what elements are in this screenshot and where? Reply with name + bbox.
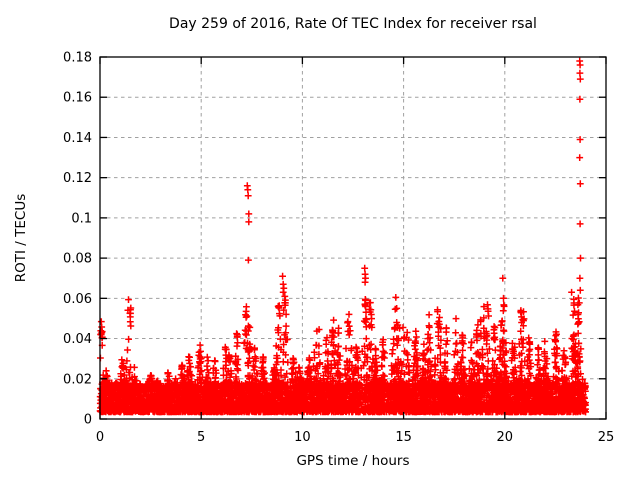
y-tick-label: 0.14: [63, 131, 92, 146]
x-tick-label: 20: [497, 430, 514, 445]
y-tick-label: 0.06: [63, 292, 92, 307]
y-tick-label: 0.02: [63, 372, 92, 387]
y-tick-label: 0.1: [71, 211, 92, 226]
y-tick-label: 0.12: [63, 171, 92, 186]
x-tick-label: 0: [96, 430, 104, 445]
x-tick-labels: 0 5 10 15 20 25: [96, 430, 614, 445]
outlier-points: [243, 57, 584, 318]
x-tick-label: 15: [395, 430, 412, 445]
x-tick-label: 25: [598, 430, 615, 445]
y-tick-label: 0.04: [63, 332, 92, 347]
y-tick-label: 0.08: [63, 252, 92, 267]
y-axis-label: ROTI / TECUs: [13, 194, 29, 282]
y-tick-labels: 0 0.02 0.04 0.06 0.08 0.1 0.12 0.14 0.16 0.18: [63, 51, 92, 428]
y-tick-label: 0.18: [63, 51, 92, 66]
x-tick-label: 10: [294, 430, 311, 445]
plot-border: [99, 56, 607, 420]
axis-ticks: [99, 56, 607, 420]
chart-title: Day 259 of 2016, Rate Of TEC Index for r…: [169, 16, 537, 32]
data-points: [96, 293, 589, 416]
x-tick-label: 5: [197, 430, 205, 445]
y-tick-label: 0.16: [63, 91, 92, 106]
x-axis-label: GPS time / hours: [296, 453, 409, 469]
y-tick-label: 0: [84, 413, 92, 428]
